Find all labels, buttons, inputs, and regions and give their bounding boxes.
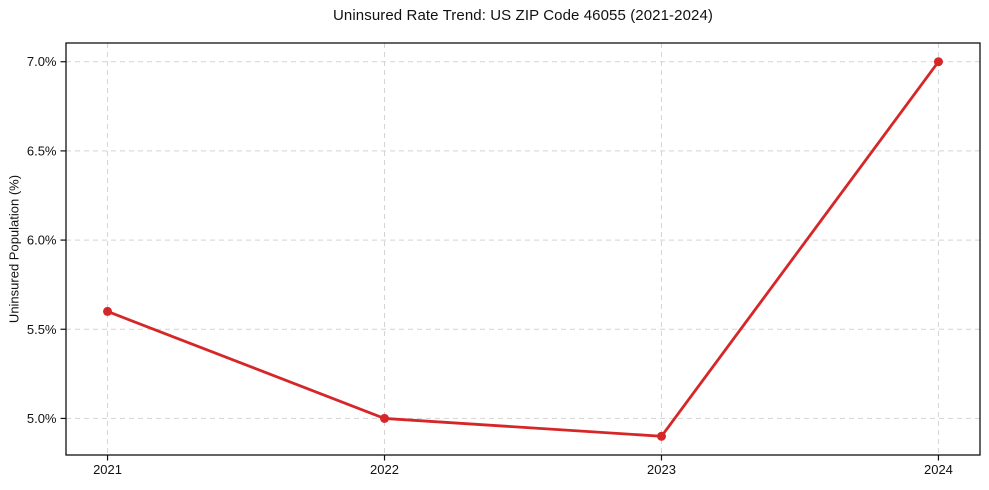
data-point-2023: [656, 431, 666, 441]
data-point-2024: [933, 57, 943, 67]
y-tick-label: 5.5%: [27, 322, 57, 337]
y-tick-label: 5.0%: [27, 411, 57, 426]
data-point-2022: [380, 413, 390, 423]
trend-line: [106, 60, 940, 438]
data-point-2021: [103, 306, 113, 316]
y-tick-label: 7.0%: [27, 54, 57, 69]
x-tick-label: 2022: [370, 462, 399, 477]
x-tick-label: 2023: [647, 462, 676, 477]
x-tick-label: 2021: [93, 462, 122, 477]
x-tick-label: 2024: [924, 462, 953, 477]
plot-frame: [65, 42, 981, 456]
y-axis-label: Uninsured Population (%): [6, 174, 22, 324]
chart-title: Uninsured Rate Trend: US ZIP Code 46055 …: [332, 7, 714, 24]
y-tick-label: 6.0%: [27, 233, 57, 248]
y-tick-label: 6.5%: [27, 143, 57, 158]
